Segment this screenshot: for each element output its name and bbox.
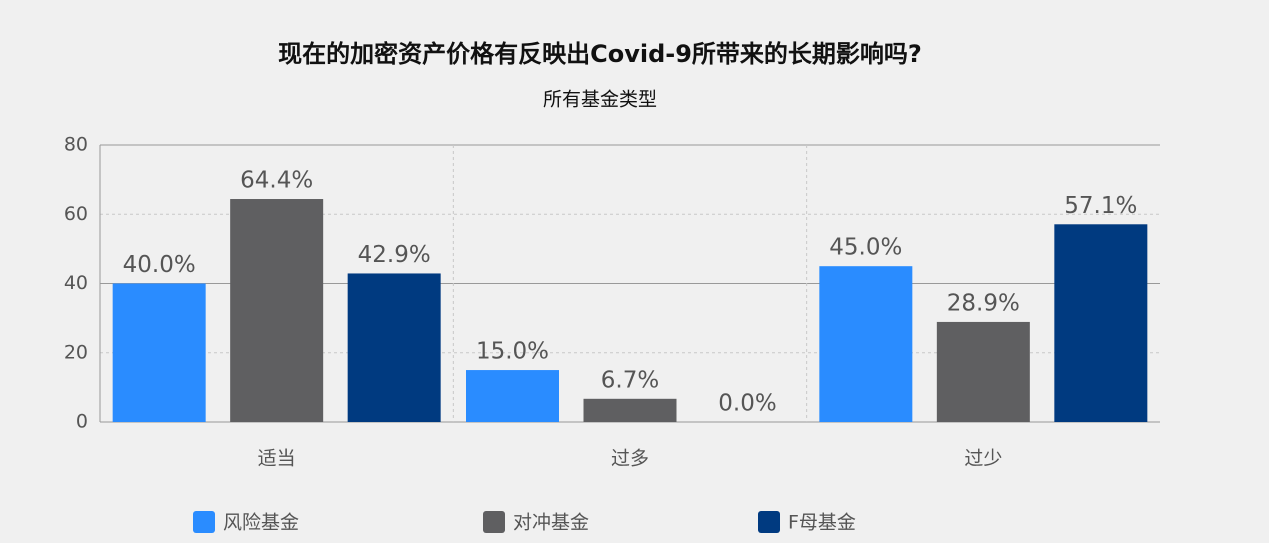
- bar: [936, 321, 1030, 422]
- chart-title: 现在的加密资产价格有反映出Covid-9所带来的长期影响吗?: [278, 40, 922, 68]
- y-tick-label: 80: [64, 134, 88, 156]
- legend-swatch: [483, 511, 505, 533]
- bar: [466, 370, 559, 422]
- y-tick-label: 20: [64, 341, 88, 363]
- x-tick-label: 过少: [964, 448, 1002, 470]
- legend-swatch: [758, 511, 780, 533]
- value-label: 40.0%: [123, 252, 196, 278]
- x-tick-label: 适当: [258, 448, 296, 470]
- legend-label: F母基金: [788, 512, 856, 534]
- value-label: 15.0%: [476, 339, 549, 365]
- value-label: 64.4%: [240, 168, 313, 194]
- legend-label: 风险基金: [223, 512, 299, 534]
- value-label: 28.9%: [947, 290, 1020, 316]
- bar: [1054, 224, 1148, 422]
- bar: [347, 273, 441, 422]
- x-tick-label: 过多: [611, 448, 649, 470]
- value-label: 57.1%: [1064, 193, 1137, 219]
- value-label: 45.0%: [829, 235, 902, 261]
- bar: [583, 398, 677, 422]
- legend-swatch: [193, 511, 215, 533]
- bar: [112, 283, 206, 422]
- chart-subtitle: 所有基金类型: [543, 89, 657, 111]
- value-label: 42.9%: [358, 242, 431, 268]
- value-label: 6.7%: [601, 367, 659, 393]
- y-tick-label: 40: [64, 272, 88, 294]
- legend-label: 对冲基金: [513, 512, 589, 534]
- y-tick-label: 60: [64, 203, 88, 225]
- bar: [819, 266, 913, 422]
- value-label: 0.0%: [718, 391, 776, 417]
- bar: [230, 199, 324, 422]
- y-tick-label: 0: [76, 411, 88, 433]
